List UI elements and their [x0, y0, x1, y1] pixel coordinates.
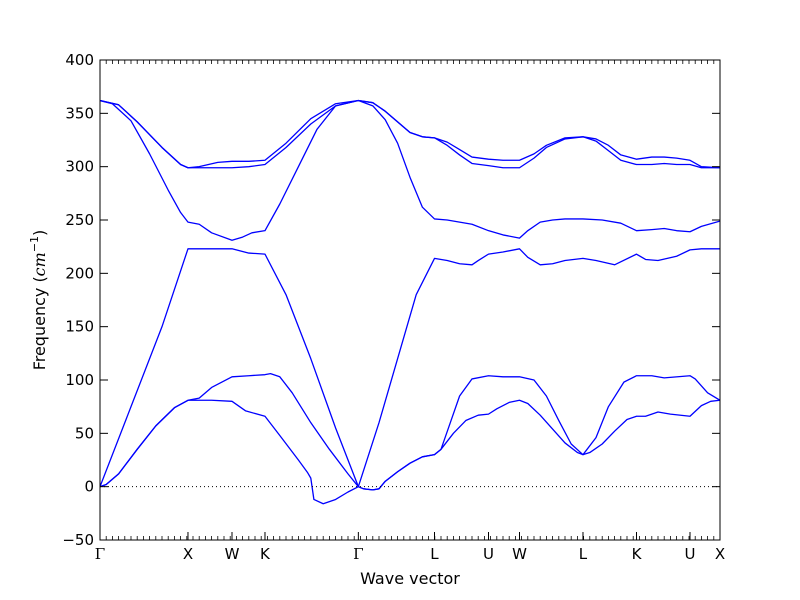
x-tick-label: X [715, 545, 725, 563]
x-tick-label: X [183, 545, 193, 563]
phonon-branch-6 [100, 99, 359, 241]
y-tick-label: 100 [65, 371, 94, 389]
y-tick-label: 400 [65, 51, 94, 69]
y-tick-label: 50 [75, 424, 94, 442]
y-tick-label: 0 [84, 478, 94, 496]
y-axis-label-unit: cm [30, 252, 49, 276]
x-tick-label: W [225, 545, 240, 563]
y-tick-label: −50 [62, 531, 94, 549]
x-tick-label: U [483, 545, 494, 563]
y-tick-label: 250 [65, 211, 94, 229]
y-tick-label: 300 [65, 158, 94, 176]
phonon-branch-10 [358, 99, 720, 239]
y-tick-label: 200 [65, 264, 94, 282]
plot-frame [99, 59, 721, 541]
phonon-branch-9 [357, 248, 720, 487]
phonon-branch-3 [100, 248, 359, 487]
x-tick-label: L [579, 545, 588, 563]
y-axis-label-exponent: −1 [28, 236, 41, 252]
y-tick-label: 150 [65, 318, 94, 336]
phonon-branch-1 [100, 399, 359, 505]
y-axis-label-prefix: Frequency ( [30, 276, 49, 370]
phonon-branch-11 [358, 99, 720, 169]
x-tick-label: W [512, 545, 527, 563]
x-tick-label: Γ [353, 545, 363, 563]
phonon-branch-12 [358, 99, 720, 169]
x-tick-label: K [632, 545, 643, 563]
phonon-branch-5 [100, 99, 359, 169]
x-axis-label: Wave vector [360, 569, 460, 588]
phonon-branch-7 [358, 399, 720, 491]
x-tick-label: L [430, 545, 439, 563]
x-tick-label: K [260, 545, 271, 563]
y-axis-label-suffix: ) [30, 230, 49, 236]
x-tick-label: U [684, 545, 695, 563]
phonon-branch-8 [358, 375, 720, 491]
y-tick-label: 350 [65, 104, 94, 122]
phonon-branch-2 [100, 372, 359, 488]
y-axis-label: Frequency (cm−1) [28, 230, 49, 371]
x-tick-label: Γ [95, 545, 105, 563]
